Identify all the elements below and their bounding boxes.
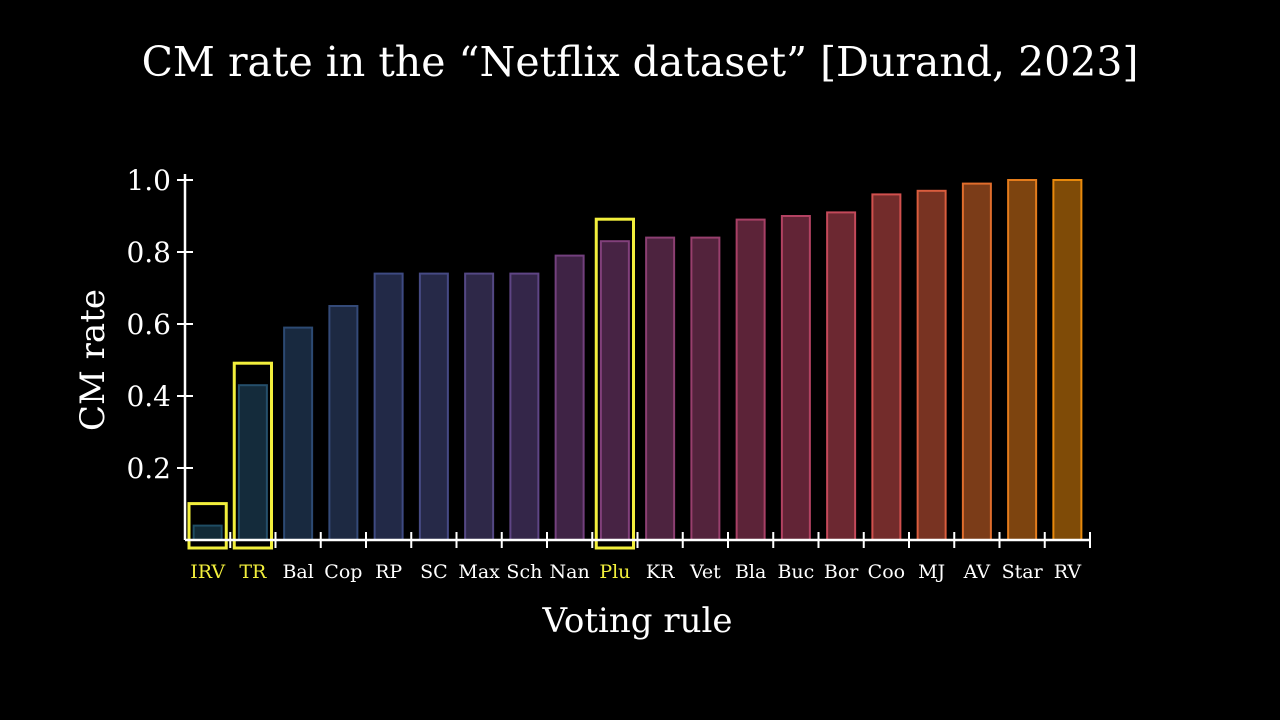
bar-max [464,272,495,541]
y-axis-title: CM rate [73,289,113,431]
x-tick-label: TR [239,561,267,583]
bar-vet [690,236,721,541]
bar-kr [645,236,676,541]
x-tick-label: IRV [190,561,225,583]
highlight-box-irv [187,502,228,550]
bar-sc [418,272,449,541]
x-tick-label: Plu [599,561,630,583]
x-tick-label: Vet [689,561,721,583]
axes-layer [183,174,1090,542]
highlight-box-tr [232,361,273,550]
bar-cop [328,305,359,541]
bar-bor [826,211,857,541]
x-tick-label: Bla [735,561,766,583]
x-tick-label: Max [458,561,500,583]
x-tick-label: SC [420,561,448,583]
x-tick-label: Sch [506,561,542,583]
x-tick-label: Bor [824,561,859,583]
x-tick-label: Nan [550,561,590,583]
x-tick-label: KR [646,561,675,583]
bar-coo [871,193,902,541]
y-tick-label: 0.8 [126,236,171,269]
y-tick-label: 0.2 [126,452,171,485]
bar-buc [780,215,811,541]
bar-rv [1052,179,1083,541]
bar-tr [237,384,268,542]
bars-layer [192,179,1083,542]
bar-av [961,182,992,541]
x-tick-label: Cop [324,561,362,583]
x-tick-label: MJ [918,561,945,583]
y-tick-label: 1.0 [126,164,171,197]
highlight-box-plu [594,217,635,550]
x-axis-title: Voting rule [541,601,732,641]
bar-sch [509,272,540,541]
y-tick-label: 0.4 [126,380,171,413]
bar-bal [283,326,314,541]
bar-rp [373,272,404,541]
x-tick-label: Coo [868,561,905,583]
bar-star [1007,179,1038,541]
x-tick-label: RP [375,561,402,583]
highlight-layer [187,217,635,550]
x-tick-label: Bal [282,561,313,583]
bar-nan [554,254,585,541]
x-tick-label: Buc [777,561,814,583]
bar-mj [916,189,947,542]
bar-plu [599,240,630,541]
x-tick-label: RV [1054,561,1082,583]
bar-irv [192,524,223,541]
chart-title: CM rate in the “Netflix dataset” [Durand… [141,38,1139,86]
x-tick-label: AV [963,561,991,583]
x-tick-label: Star [1002,561,1044,583]
y-tick-label: 0.6 [126,308,171,341]
ticks-layer: 0.2 0.4 0.6 0.8 1.0 IRV TR Bal Cop RP SC Max Sch Nan P… [126,164,1091,583]
bar-bla [735,218,766,541]
